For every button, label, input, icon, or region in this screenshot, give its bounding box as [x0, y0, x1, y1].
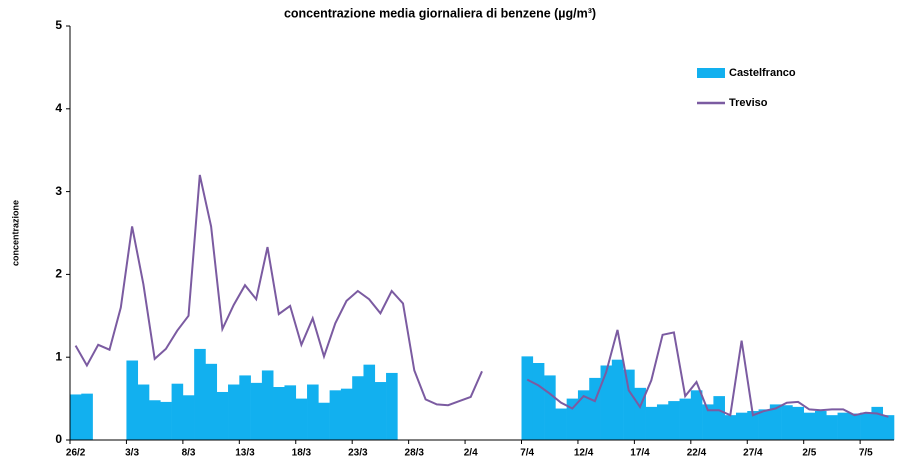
bar [555, 408, 567, 440]
bar [668, 401, 680, 440]
bar [239, 375, 251, 440]
y-tick-label: 1 [55, 349, 62, 363]
bar [882, 415, 895, 440]
x-tick-label: 23/3 [348, 448, 368, 459]
x-tick-label: 8/3 [182, 448, 196, 459]
bar [634, 387, 646, 440]
bar [679, 398, 692, 440]
bar [826, 415, 838, 440]
bar [532, 362, 545, 440]
x-tick-label: 7/5 [859, 448, 873, 459]
bar [352, 376, 364, 440]
chart-title: concentrazione media giornaliera di benz… [284, 6, 596, 20]
bar [194, 348, 206, 440]
bar [273, 387, 285, 440]
x-tick-label: 12/4 [574, 448, 594, 459]
bar [577, 390, 590, 440]
bar [837, 412, 850, 440]
bar [81, 393, 93, 440]
bar [623, 369, 635, 440]
y-axis-label: concentrazione [10, 200, 20, 266]
bar [735, 412, 748, 440]
bar [645, 406, 658, 440]
bar [205, 363, 218, 440]
x-tick-label: 7/4 [520, 448, 534, 459]
line [74, 174, 889, 418]
bar [781, 405, 793, 440]
y-tick-label: 4 [55, 101, 62, 115]
bar [871, 406, 884, 440]
bar [521, 356, 534, 440]
bar [702, 404, 714, 440]
bar [713, 396, 725, 440]
bar [340, 388, 353, 440]
x-tick-label: 2/5 [802, 448, 816, 459]
bar [544, 375, 556, 440]
bar [329, 390, 342, 440]
bar [600, 365, 613, 440]
bar [758, 409, 771, 440]
bar [216, 391, 229, 440]
y-tick-label: 3 [55, 184, 62, 198]
legend-label: Castelfranco [729, 67, 796, 79]
bar [126, 360, 139, 440]
bar [792, 406, 804, 440]
x-tick-label: 3/3 [125, 448, 139, 459]
x-tick-label: 2/4 [464, 448, 478, 459]
bar [171, 383, 184, 440]
bar [860, 412, 872, 440]
bar [137, 384, 150, 440]
x-tick-label: 13/3 [235, 448, 255, 459]
bar [182, 395, 195, 440]
y-tick-label: 2 [55, 267, 62, 281]
x-tick-label: 26/2 [66, 448, 86, 459]
bar [149, 400, 161, 440]
bar [307, 384, 319, 440]
x-tick-label: 22/4 [687, 448, 707, 459]
y-tick-label: 5 [55, 18, 62, 32]
bar [747, 411, 759, 440]
bar [690, 390, 703, 440]
bar [70, 394, 82, 440]
bar [769, 404, 782, 440]
x-tick-label: 27/4 [743, 448, 763, 459]
bar [803, 412, 816, 440]
bar [261, 370, 274, 440]
bar [386, 372, 398, 440]
bar [363, 364, 376, 440]
bar [848, 413, 861, 440]
bar [724, 415, 737, 440]
bar [318, 402, 330, 440]
bar [374, 382, 387, 440]
bar [160, 401, 172, 440]
legend-swatch [697, 68, 725, 78]
bar [611, 359, 624, 440]
x-tick-label: 28/3 [405, 448, 425, 459]
y-tick-label: 0 [55, 432, 62, 446]
x-tick-label: 18/3 [292, 448, 312, 459]
bar [566, 398, 579, 440]
bar [295, 398, 308, 440]
bar [656, 404, 669, 440]
bar [228, 384, 240, 440]
x-tick-label: 17/4 [630, 448, 650, 459]
bar [814, 411, 827, 440]
bar [284, 385, 297, 440]
legend-label: Treviso [729, 97, 768, 109]
bar [250, 382, 263, 440]
bar [589, 377, 601, 440]
